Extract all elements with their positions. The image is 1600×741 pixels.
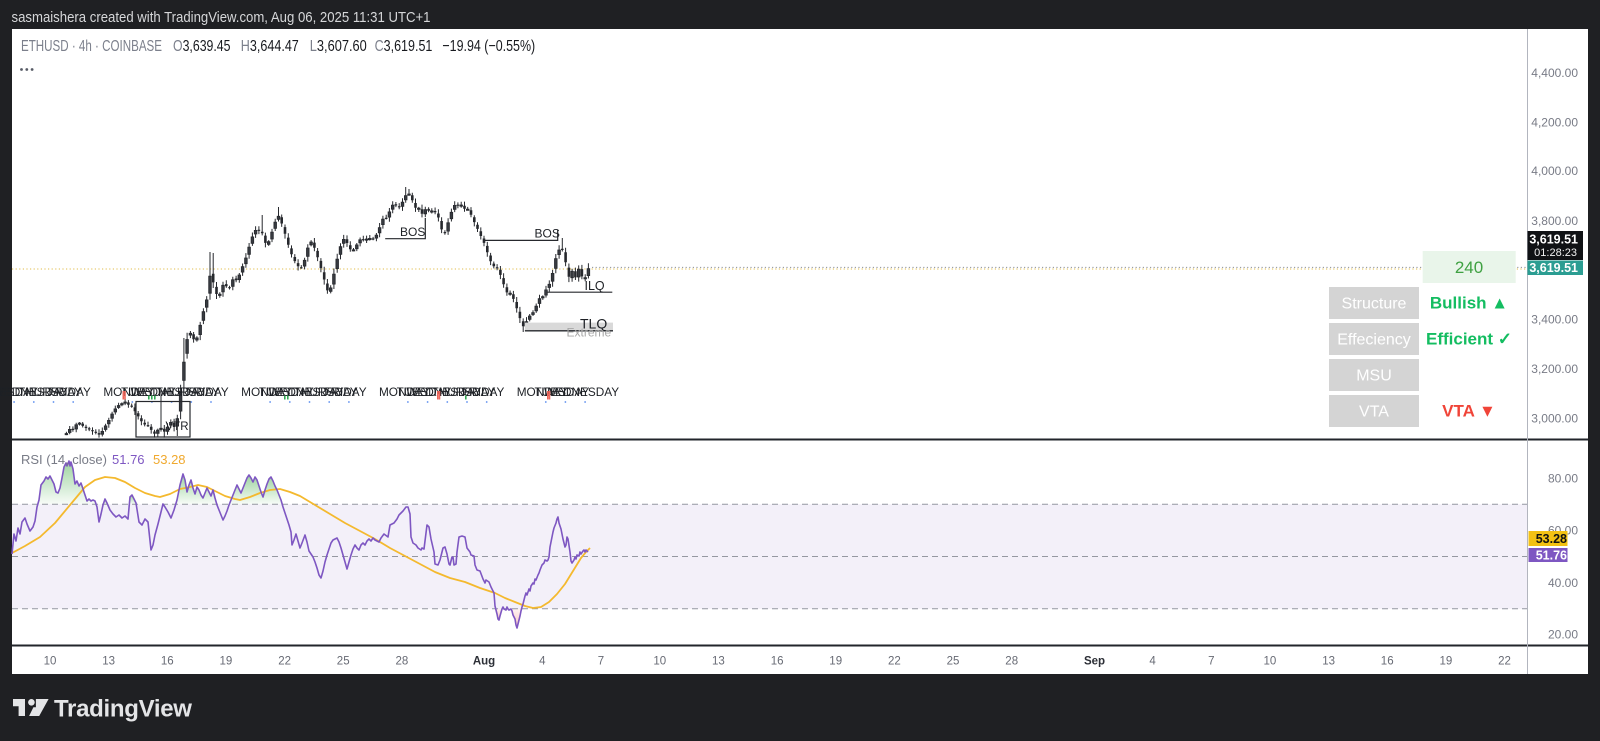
svg-text:3,400.00: 3,400.00 bbox=[1531, 313, 1578, 327]
svg-text:WEDNESDAY: WEDNESDAY bbox=[544, 385, 619, 399]
svg-text:01:28:23: 01:28:23 bbox=[1534, 247, 1577, 259]
svg-text:Aug: Aug bbox=[473, 656, 495, 668]
svg-text:3,000.00: 3,000.00 bbox=[1531, 412, 1578, 426]
svg-text:80.00: 80.00 bbox=[1548, 471, 1578, 485]
svg-text:O3,639.45: O3,639.45 bbox=[173, 38, 231, 55]
svg-text:4,000.00: 4,000.00 bbox=[1531, 164, 1578, 178]
svg-text:3,619.51: 3,619.51 bbox=[1529, 233, 1578, 247]
svg-text:13: 13 bbox=[1322, 656, 1335, 668]
svg-text:53.28: 53.28 bbox=[153, 452, 186, 467]
svg-text:THURSDAY: THURSDAY bbox=[18, 385, 82, 399]
svg-text:TUESDAY: TUESDAY bbox=[259, 385, 314, 399]
svg-text:240: 240 bbox=[1455, 258, 1483, 277]
svg-text:4: 4 bbox=[1149, 656, 1156, 668]
svg-text:MSU: MSU bbox=[1356, 368, 1392, 385]
svg-text:−19.94 (−0.55%): −19.94 (−0.55%) bbox=[442, 38, 535, 55]
svg-text:53.28: 53.28 bbox=[1536, 532, 1567, 546]
svg-text:4: 4 bbox=[539, 656, 546, 668]
svg-text:Sep: Sep bbox=[1084, 656, 1105, 668]
svg-text:MONDAY: MONDAY bbox=[517, 385, 568, 399]
svg-text:FRIDAY: FRIDAY bbox=[49, 385, 92, 399]
svg-text:TUESDAY: TUESDAY bbox=[0, 385, 38, 399]
svg-text:10: 10 bbox=[44, 656, 57, 668]
svg-text:VTA ▼: VTA ▼ bbox=[1442, 402, 1496, 421]
svg-text:VTA: VTA bbox=[1359, 404, 1389, 421]
svg-text:3,619.51: 3,619.51 bbox=[1529, 261, 1578, 275]
svg-text:3,800.00: 3,800.00 bbox=[1531, 214, 1578, 228]
svg-text:13: 13 bbox=[712, 656, 725, 668]
svg-text:ILQ: ILQ bbox=[585, 279, 605, 293]
svg-text:25: 25 bbox=[337, 656, 350, 668]
svg-text:THURSDAY: THURSDAY bbox=[431, 385, 495, 399]
svg-text:28: 28 bbox=[1005, 656, 1018, 668]
svg-text:7: 7 bbox=[1208, 656, 1214, 668]
svg-text:C3,619.51: C3,619.51 bbox=[375, 38, 433, 55]
svg-text:22: 22 bbox=[888, 656, 901, 668]
svg-text:16: 16 bbox=[771, 656, 784, 668]
svg-text:FRIDAY: FRIDAY bbox=[324, 385, 367, 399]
svg-text:Efficient ✓: Efficient ✓ bbox=[1426, 330, 1512, 349]
svg-text:22: 22 bbox=[1498, 656, 1511, 668]
svg-text:19: 19 bbox=[220, 656, 233, 668]
svg-text:4,200.00: 4,200.00 bbox=[1531, 116, 1578, 130]
svg-text:TLQ: TLQ bbox=[580, 316, 607, 332]
svg-text:FRIDAY: FRIDAY bbox=[186, 385, 229, 399]
svg-text:WEDNESDAY: WEDNESDAY bbox=[0, 385, 68, 399]
svg-text:19: 19 bbox=[829, 656, 842, 668]
svg-text:MONDAY: MONDAY bbox=[103, 385, 154, 399]
svg-text:51.76: 51.76 bbox=[112, 452, 145, 467]
svg-text:TradingView: TradingView bbox=[54, 696, 192, 723]
svg-text:51.76: 51.76 bbox=[1536, 549, 1567, 563]
svg-text:40.00: 40.00 bbox=[1548, 576, 1578, 590]
svg-text:25: 25 bbox=[947, 656, 960, 668]
svg-text:FRIDAY: FRIDAY bbox=[462, 385, 505, 399]
svg-text:H3,644.47: H3,644.47 bbox=[241, 38, 299, 55]
svg-text:16: 16 bbox=[161, 656, 174, 668]
svg-text:20.00: 20.00 bbox=[1548, 628, 1578, 642]
svg-text:sasmaishera created with Tradi: sasmaishera created with TradingView.com… bbox=[12, 9, 431, 26]
svg-text:VTR: VTR bbox=[166, 421, 189, 433]
svg-text:22: 22 bbox=[278, 656, 291, 668]
svg-text:MONDAY: MONDAY bbox=[379, 385, 430, 399]
svg-text:Extreme: Extreme bbox=[567, 326, 612, 340]
svg-text:Bullish ▲: Bullish ▲ bbox=[1430, 294, 1508, 313]
svg-text:RSI (14, close): RSI (14, close) bbox=[21, 452, 107, 467]
svg-text:Effeciency: Effeciency bbox=[1337, 332, 1411, 349]
svg-text:BOS: BOS bbox=[535, 227, 560, 241]
svg-text:16: 16 bbox=[1381, 656, 1394, 668]
svg-text:Structure: Structure bbox=[1342, 296, 1407, 313]
svg-text:7: 7 bbox=[598, 656, 604, 668]
svg-text:WEDNESDAY: WEDNESDAY bbox=[406, 385, 481, 399]
svg-text:BOS: BOS bbox=[400, 225, 425, 239]
svg-text:MONDAY: MONDAY bbox=[241, 385, 292, 399]
svg-text:ETHUSD · 4h · COINBASE: ETHUSD · 4h · COINBASE bbox=[21, 38, 162, 55]
svg-text:4,400.00: 4,400.00 bbox=[1531, 66, 1578, 80]
svg-text:28: 28 bbox=[396, 656, 409, 668]
svg-text:L3,607.60: L3,607.60 bbox=[310, 38, 367, 55]
svg-text:THURSDAY: THURSDAY bbox=[294, 385, 358, 399]
svg-text:19: 19 bbox=[1440, 656, 1453, 668]
svg-text:THURSDAY: THURSDAY bbox=[156, 385, 220, 399]
svg-text:10: 10 bbox=[653, 656, 666, 668]
svg-text:10: 10 bbox=[1264, 656, 1277, 668]
svg-text:13: 13 bbox=[102, 656, 115, 668]
svg-text:TUESDAY: TUESDAY bbox=[121, 385, 176, 399]
svg-text:3,200.00: 3,200.00 bbox=[1531, 362, 1578, 376]
